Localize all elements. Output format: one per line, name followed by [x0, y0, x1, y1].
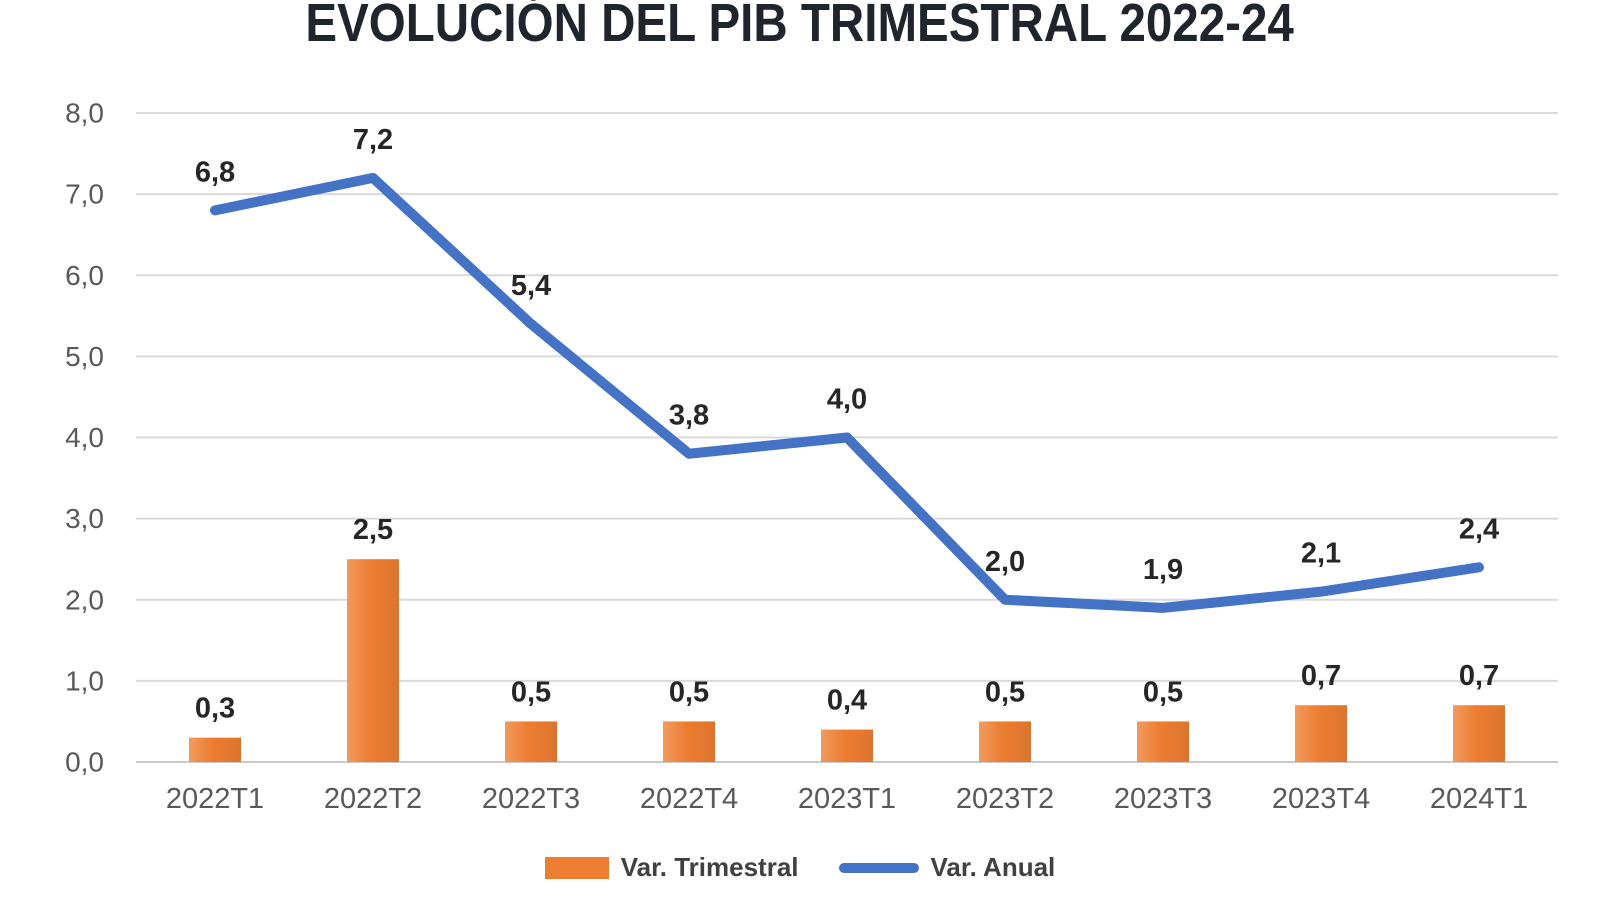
line-series-swatch-icon: [838, 862, 919, 873]
line-series: [210, 172, 1484, 613]
bar-data-label: 0,3: [195, 693, 235, 725]
x-axis-label: 2022T1: [166, 783, 264, 815]
bar: [505, 721, 557, 762]
x-axis-label: 2024T1: [1430, 783, 1528, 815]
bar: [1137, 721, 1189, 762]
y-tick-label: 7,0: [65, 179, 104, 210]
x-axis-label: 2022T4: [640, 783, 738, 815]
line-data-label: 2,0: [985, 546, 1025, 578]
chart-legend: Var. Trimestral Var. Anual: [0, 852, 1600, 883]
line-data-label: 6,8: [195, 156, 235, 188]
bar: [979, 721, 1031, 762]
bar-data-label: 0,5: [511, 676, 551, 708]
bar-data-label: 0,7: [1459, 660, 1499, 692]
legend-label-var-trimestral: Var. Trimestral: [620, 852, 799, 882]
line-data-label: 5,4: [511, 270, 551, 302]
x-axis-label: 2022T2: [324, 783, 422, 815]
line-data-label: 4,0: [827, 384, 867, 416]
line-data-label: 7,2: [353, 124, 393, 156]
bar-data-label: 2,5: [353, 514, 393, 546]
bar: [189, 737, 241, 762]
bar-series-swatch-icon: [544, 856, 609, 879]
y-tick-label: 0,0: [65, 747, 104, 778]
bar: [663, 721, 715, 762]
line-data-label: 1,9: [1143, 554, 1183, 586]
y-tick-label: 5,0: [65, 341, 104, 372]
bar-data-label: 0,7: [1301, 660, 1341, 692]
bar-data-label: 0,5: [669, 676, 709, 708]
bar-data-label: 0,5: [985, 676, 1025, 708]
bar-data-label: 0,5: [1143, 676, 1183, 708]
y-tick-label: 8,0: [65, 98, 104, 129]
x-axis-label: 2022T3: [482, 783, 580, 815]
bar: [347, 559, 399, 762]
y-tick-label: 4,0: [65, 422, 104, 453]
bar: [821, 729, 873, 762]
legend-item-var-trimestral: Var. Trimestral: [544, 852, 799, 883]
legend-item-var-anual: Var. Anual: [838, 852, 1056, 883]
y-tick-label: 1,0: [65, 665, 104, 696]
bar: [1295, 705, 1347, 762]
chart-title-text: EVOLUCIÓN DEL PIB TRIMESTRAL 2022-24: [305, 0, 1295, 53]
x-axis-label: 2023T2: [956, 783, 1054, 815]
legend-label-var-anual: Var. Anual: [930, 852, 1056, 882]
x-axis-label: 2023T4: [1272, 783, 1370, 815]
x-axis-label: 2023T1: [798, 783, 896, 815]
line-data-label: 2,1: [1301, 538, 1341, 570]
line-data-label: 2,4: [1459, 513, 1499, 545]
bar: [1453, 705, 1505, 762]
x-axis-label: 2023T3: [1114, 783, 1212, 815]
y-tick-label: 6,0: [65, 260, 104, 291]
chart-title: EVOLUCIÓN DEL PIB TRIMESTRAL 2022-24: [0, 0, 1600, 54]
bar-data-label: 0,4: [827, 685, 867, 717]
line-data-label: 3,8: [669, 400, 709, 432]
y-tick-label: 3,0: [65, 503, 104, 534]
y-tick-label: 2,0: [65, 584, 104, 615]
